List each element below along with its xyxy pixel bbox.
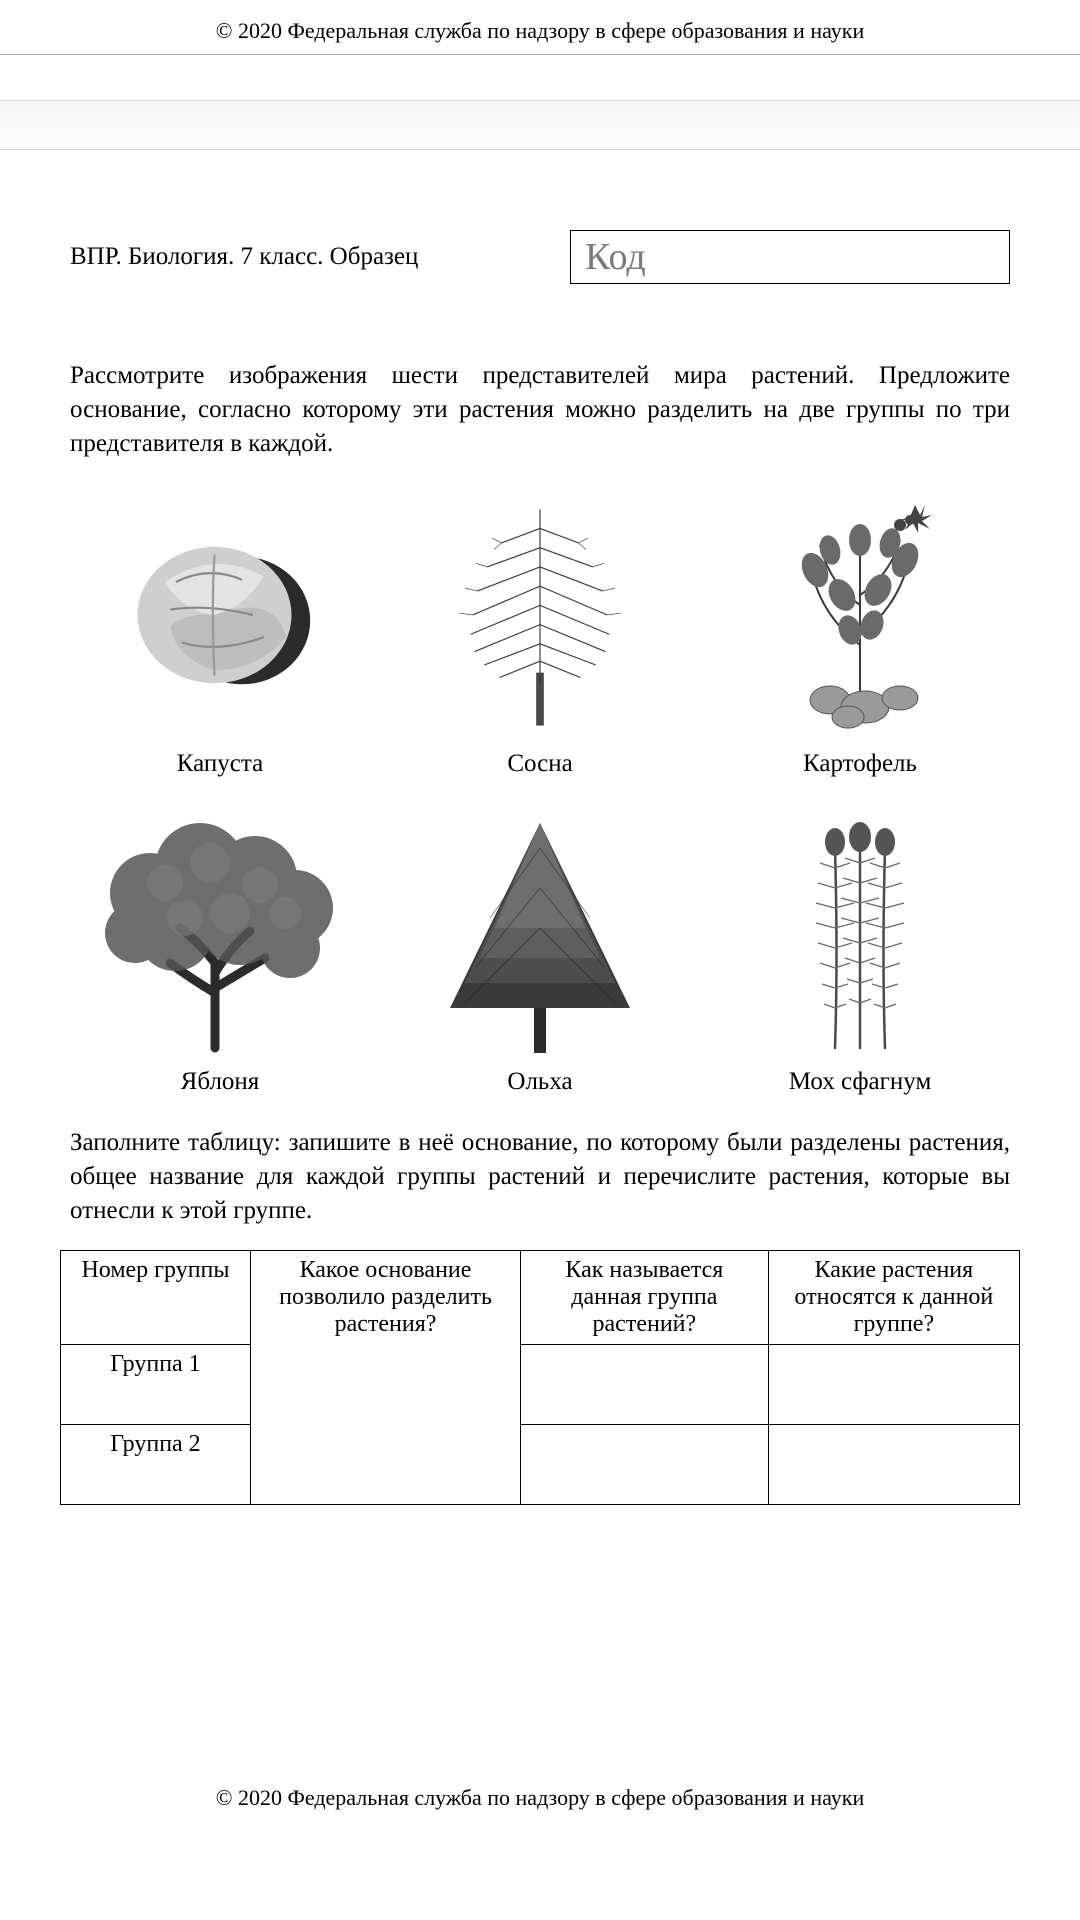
table-row: Группа 2 — [61, 1424, 1020, 1504]
page-body: ВПР. Биология. 7 класс. Образец Код Расс… — [0, 230, 1080, 1861]
answer-cell[interactable] — [521, 1344, 769, 1424]
plant-label: Яблоня — [181, 1068, 260, 1096]
copyright-bottom: © 2020 Федеральная служба по надзору в с… — [60, 1785, 1020, 1831]
plant-cell-alder: Ольха — [390, 808, 690, 1096]
plants-grid: Капуста — [60, 490, 1020, 1096]
cabbage-icon — [90, 490, 350, 740]
table-instructions: Заполните таблицу: запишите в неё основа… — [60, 1126, 1020, 1227]
apple-tree-icon — [90, 808, 350, 1058]
exam-header: ВПР. Биология. 7 класс. Образец Код — [60, 230, 1020, 284]
alder-icon — [410, 808, 670, 1058]
task-prompt: Рассмотрите изображения шести представит… — [60, 359, 1020, 460]
moss-icon — [730, 808, 990, 1058]
plant-label: Сосна — [507, 750, 572, 778]
table-header: Номер группы — [61, 1250, 251, 1344]
table-header: Какое основание позволило разделить раст… — [251, 1250, 521, 1504]
answer-table: Номер группы Какое основание позволило р… — [60, 1250, 1020, 1505]
group-label: Группа 1 — [61, 1344, 251, 1424]
plant-label: Мох сфагнум — [789, 1068, 932, 1096]
plant-cell-potato: Картофель — [710, 490, 1010, 778]
exam-title: ВПР. Биология. 7 класс. Образец — [70, 243, 418, 271]
table-header: Какие растения относятся к данной группе… — [768, 1250, 1019, 1344]
plant-label: Картофель — [803, 750, 917, 778]
plant-cell-pine: Сосна — [390, 490, 690, 778]
code-input[interactable]: Код — [570, 230, 1010, 284]
answer-cell[interactable] — [521, 1424, 769, 1504]
table-header: Как называется данная группа растений? — [521, 1250, 769, 1344]
copyright-top: © 2020 Федеральная служба по надзору в с… — [0, 0, 1080, 55]
plant-label: Ольха — [507, 1068, 572, 1096]
answer-cell[interactable] — [768, 1424, 1019, 1504]
page-divider — [0, 100, 1080, 150]
table-row: Группа 1 — [61, 1344, 1020, 1424]
plant-cell-apple-tree: Яблоня — [70, 808, 370, 1096]
table-header-row: Номер группы Какое основание позволило р… — [61, 1250, 1020, 1344]
potato-icon — [730, 490, 990, 740]
plant-label: Капуста — [177, 750, 263, 778]
answer-cell[interactable] — [768, 1344, 1019, 1424]
plant-cell-cabbage: Капуста — [70, 490, 370, 778]
pine-icon — [410, 490, 670, 740]
group-label: Группа 2 — [61, 1424, 251, 1504]
plant-cell-moss: Мох сфагнум — [710, 808, 1010, 1096]
